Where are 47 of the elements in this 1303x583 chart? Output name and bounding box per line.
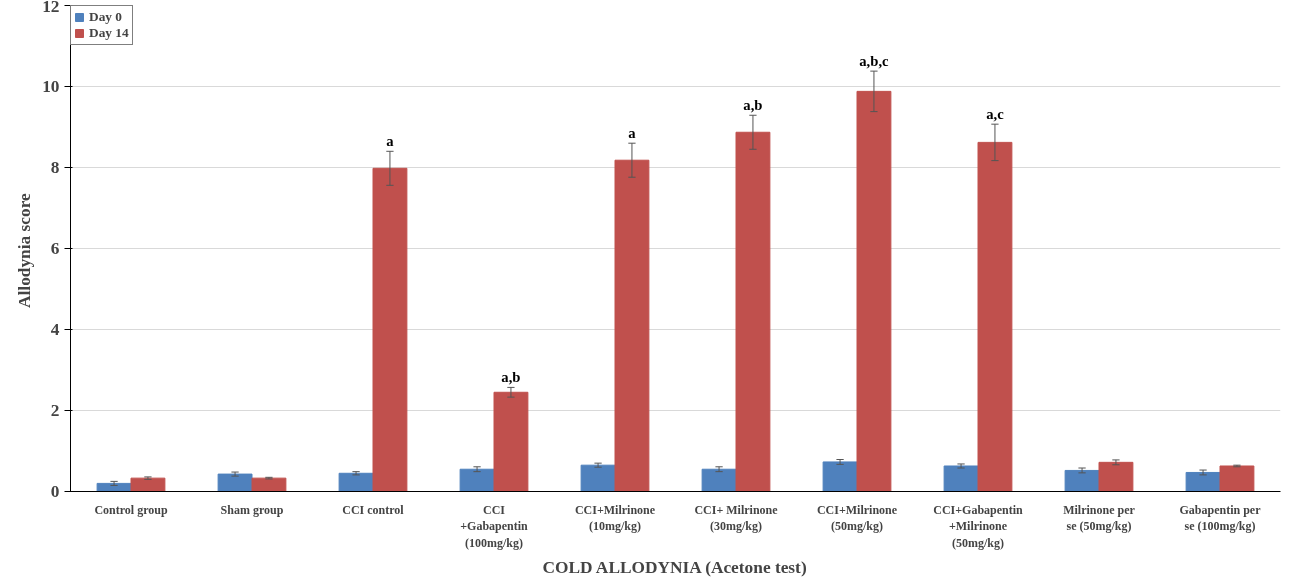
y-tick-label: 12 xyxy=(42,0,60,16)
y-tick-label: 10 xyxy=(42,77,60,96)
y-tick-label: 0 xyxy=(50,482,60,501)
bar xyxy=(580,464,616,492)
bar xyxy=(1185,471,1221,492)
bar xyxy=(251,477,287,492)
x-tick-label: Control group xyxy=(94,502,168,517)
annotation: a,b,c xyxy=(859,53,890,70)
annotation: a xyxy=(628,125,637,142)
bar xyxy=(1219,465,1255,492)
y-tick-label: 6 xyxy=(50,239,60,258)
bar xyxy=(130,477,166,492)
x-tick-label: CCI+Milrinone (10mg/kg) xyxy=(574,502,656,534)
x-tick-label: CCI control xyxy=(342,502,405,517)
bar xyxy=(701,468,737,492)
y-tick-label: 8 xyxy=(50,158,60,177)
bar xyxy=(977,141,1013,492)
x-tick-label: CCI+Milrinone (50mg/kg) xyxy=(816,502,898,534)
x-axis-title: COLD ALLODYNIA (Acetone test) xyxy=(542,558,807,578)
bar xyxy=(614,159,650,492)
y-tick-label: 4 xyxy=(50,320,60,339)
y-tick-label: 2 xyxy=(50,401,60,420)
x-tick-label: Gabapentin per se (100mg/kg) xyxy=(1179,502,1262,534)
bar xyxy=(735,131,771,492)
bar xyxy=(943,465,979,492)
x-tick-label: CCI +Gabapentin (100mg/kg) xyxy=(460,502,529,551)
annotation: a,b xyxy=(743,97,763,114)
legend-label: Day 14 xyxy=(89,25,129,41)
legend-label: Day 0 xyxy=(89,9,122,25)
bar xyxy=(822,461,858,492)
x-tick-label: CCI+ Milrinone (30mg/kg) xyxy=(694,502,779,534)
bar xyxy=(338,472,374,492)
x-tick-label: Sham group xyxy=(220,502,284,517)
bar xyxy=(217,473,253,492)
bar xyxy=(856,90,892,492)
annotation: a,c xyxy=(986,106,1005,123)
bar xyxy=(493,391,529,492)
bar xyxy=(372,167,408,492)
annotation: a,b xyxy=(501,369,521,386)
bar xyxy=(1064,469,1100,492)
bar xyxy=(96,482,132,492)
bar xyxy=(1098,461,1134,492)
annotation: a xyxy=(386,133,395,150)
x-tick-label: Milrinone per se (50mg/kg) xyxy=(1063,502,1136,534)
x-tick-label: CCI+Gabapentin +Milrinone (50mg/kg) xyxy=(933,502,1024,551)
bar xyxy=(459,468,495,492)
y-axis-title: Allodynia score xyxy=(15,193,35,309)
